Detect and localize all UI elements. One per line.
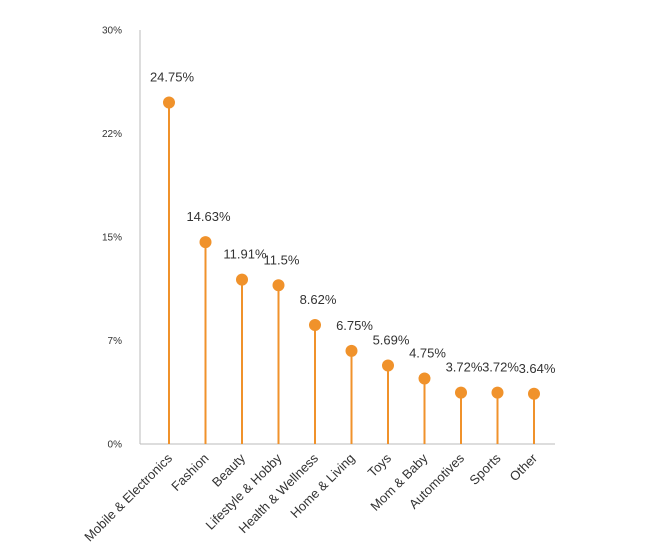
data-label: 11.5% [264,252,300,267]
data-label: 3.72% [482,360,519,375]
y-tick-label: 30% [102,26,122,37]
lollipop-point [236,273,248,286]
lollipop-point [382,359,394,372]
data-label: 14.63% [186,209,231,224]
lollipop-point [163,96,175,109]
lollipop-point [418,372,431,385]
data-label: 3.64% [519,361,556,376]
lollipop-point [491,386,504,399]
x-tick-label: Fashion [168,451,211,494]
lollipop-point [345,344,358,357]
lollipop-point [309,319,321,332]
x-tick-label: Sports [466,450,504,488]
y-tick-label: 22% [102,129,122,140]
x-tick-label: Home & Living [287,451,357,521]
x-tick-label: Other [507,450,541,484]
y-tick-label: 15% [102,233,122,244]
y-tick-label: 7% [108,336,123,347]
x-tick-label: Toys [365,450,395,480]
y-tick-label: 0% [108,440,123,451]
data-label: 11.91% [223,247,267,262]
data-label: 8.62% [300,292,337,307]
data-label: 6.75% [336,318,373,333]
lollipop-point [199,236,212,249]
lollipop-point [272,279,285,292]
chart-marks: 24.75% 14.63% 11.91%11.5% 8.62% 6.75%5.69%4.… [150,69,556,444]
lollipop-point [455,386,467,399]
x-axis: Mobile & ElectronicsFashionBeautyLifesty… [81,443,555,544]
lollipop-point [528,387,540,400]
x-tick-label: Mobile & Electronics [81,450,175,544]
data-label: 5.69% [373,332,410,347]
data-label: 24.75% [150,69,195,84]
data-label: 3.72% [446,360,483,375]
y-axis: 0% 7% 15% 22% 30% [102,26,141,451]
data-label: 4.75% [409,345,446,360]
